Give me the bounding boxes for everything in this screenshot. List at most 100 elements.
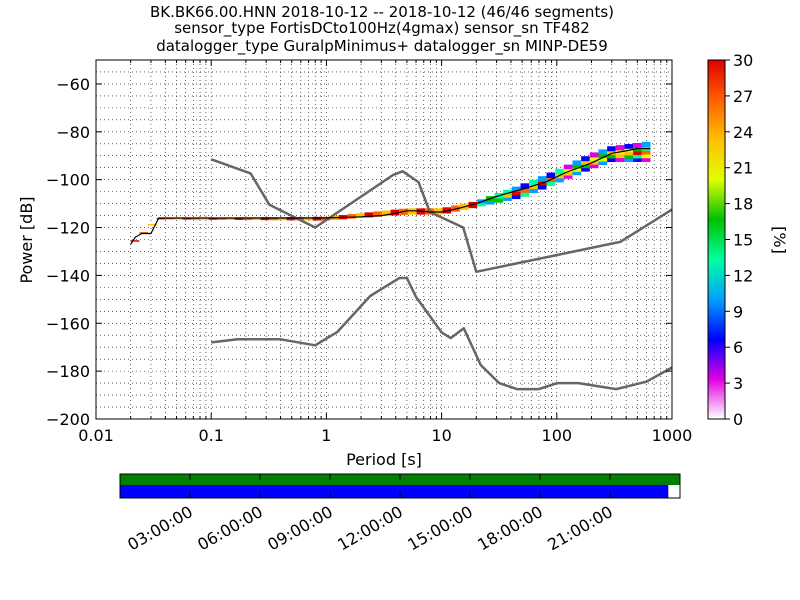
- colorbar-ticks: 0 3 6 9 12 15 18 21 24 27 30: [725, 51, 753, 429]
- pdf-cell: [217, 217, 226, 220]
- y-tick-label: −180: [46, 362, 90, 381]
- pdf-cell: [511, 190, 521, 196]
- pdf-cell: [503, 196, 512, 201]
- pdf-cell: [225, 217, 235, 220]
- colorbar-tick-label: 9: [733, 302, 743, 321]
- pdf-cell: [520, 191, 530, 197]
- pdf-cell: [312, 216, 322, 221]
- data-coverage-timeline: 03:00:0006:00:0009:00:0012:00:0015:00:00…: [119, 473, 681, 554]
- pdf-cell: [624, 150, 634, 156]
- pdf-cell: [581, 156, 590, 162]
- pdf-cell: [529, 179, 538, 186]
- pdf-cell: [641, 153, 651, 159]
- pdf-cell: [641, 141, 651, 148]
- timeline-tick-label: 18:00:00: [474, 502, 546, 554]
- pdf-cell: [555, 176, 564, 183]
- colorbar-gradient: [707, 59, 726, 420]
- pdf-cell: [633, 157, 642, 162]
- pdf-cell: [537, 184, 547, 190]
- pdf-cell: [260, 217, 270, 221]
- pdf-cell: [130, 240, 140, 242]
- pdf-cell: [563, 174, 573, 179]
- pdf-cell: [520, 183, 530, 189]
- pdf-cell: [598, 152, 608, 158]
- pdf-cell: [234, 217, 244, 220]
- pdf-cell: [173, 217, 183, 220]
- ppsd-plot: 0.01 0.1 1 10 100 1000 −200 −180 −160 −140 −120 −10…: [17, 59, 693, 469]
- series-line-pdf-mode: [130, 148, 651, 245]
- pdf-cell: [607, 157, 616, 163]
- colorbar-tick-label: 27: [733, 87, 753, 106]
- pdf-cell: [321, 216, 330, 221]
- pdf-cell: [589, 152, 599, 158]
- pdf-cell: [286, 217, 296, 221]
- pdf-cell: [563, 164, 573, 170]
- pdf-cell: [607, 149, 616, 155]
- timeline-tick-label: 15:00:00: [404, 502, 476, 554]
- colorbar-tick-label: 18: [733, 195, 753, 214]
- x-tick-label: 1000: [652, 426, 693, 445]
- title-line-3: datalogger_type GuralpMinimus+ datalogge…: [156, 37, 608, 56]
- y-axis-label: Power [dB]: [17, 196, 36, 283]
- pdf-cell: [182, 217, 192, 220]
- pdf-cell: [277, 217, 287, 221]
- pdf-cell: [572, 160, 582, 166]
- pdf-cell: [503, 193, 512, 198]
- pdf-cell: [511, 193, 521, 200]
- pdf-cell: [208, 217, 218, 220]
- y-tick-label: −80: [56, 123, 90, 142]
- pdf-cell: [581, 166, 590, 172]
- pdf-cell: [407, 208, 417, 215]
- pdf-cell: [156, 217, 166, 220]
- pdf-cell: [589, 163, 599, 169]
- colorbar-tick-label: 21: [733, 159, 753, 178]
- colorbar-tick-label: 15: [733, 231, 753, 250]
- series-line-nlnm: [211, 276, 673, 391]
- pdf-cell: [373, 211, 382, 217]
- pdf-cell: [520, 187, 530, 193]
- pdf-cell: [581, 159, 590, 165]
- noise-model-lines: [130, 148, 673, 391]
- pdf-cell: [537, 176, 547, 182]
- x-axis-label: Period [s]: [346, 450, 422, 469]
- pdf-cell: [589, 155, 599, 162]
- y-tick-label: −120: [46, 219, 90, 238]
- pdf-cell: [139, 232, 149, 234]
- series-line-nhnm: [210, 158, 673, 274]
- colorbar-tick-label: 6: [733, 338, 743, 357]
- timeline-used-bar: [120, 485, 669, 498]
- pdf-cell: [269, 217, 278, 221]
- pdf-cell: [381, 210, 391, 217]
- title-line-2: sensor_type FortisDCto100Hz(4gmax) senso…: [174, 19, 590, 38]
- y-tick-label: −160: [46, 314, 90, 333]
- pdf-cell: [199, 217, 209, 220]
- pdf-cell: [641, 149, 651, 155]
- pdf-cell: [546, 180, 556, 186]
- timeline-tick-label: 21:00:00: [544, 502, 616, 554]
- x-tick-label: 0.1: [198, 426, 223, 445]
- pdf-cell: [615, 156, 625, 162]
- pdf-cell: [303, 216, 313, 221]
- pdf-cell: [598, 149, 608, 155]
- colorbar: 0 3 6 9 12 15 18 21 24 27 30 [%]: [707, 51, 789, 429]
- pdf-cell: [615, 145, 625, 151]
- pdf-cell: [615, 152, 625, 159]
- timeline-tick-label: 03:00:00: [124, 502, 196, 554]
- x-tick-label: 10: [431, 426, 451, 445]
- pdf-cell: [572, 167, 582, 172]
- pdf-cell: [243, 217, 252, 221]
- grid: [95, 59, 672, 420]
- pdf-cell: [251, 217, 261, 221]
- pdf-cell: [477, 202, 486, 207]
- pdf-cell: [191, 217, 200, 220]
- y-tick-label: −200: [46, 410, 90, 429]
- pdf-cell: [572, 170, 582, 176]
- pdf-cell: [347, 214, 356, 219]
- x-tick-label: 100: [542, 426, 573, 445]
- pdf-cell: [598, 160, 608, 166]
- pdf-cell: [572, 163, 582, 169]
- pdf-cell: [390, 209, 400, 216]
- timeline-tick-label: 06:00:00: [194, 502, 266, 554]
- y-tick-label: −100: [46, 171, 90, 190]
- pdf-cell: [563, 170, 573, 176]
